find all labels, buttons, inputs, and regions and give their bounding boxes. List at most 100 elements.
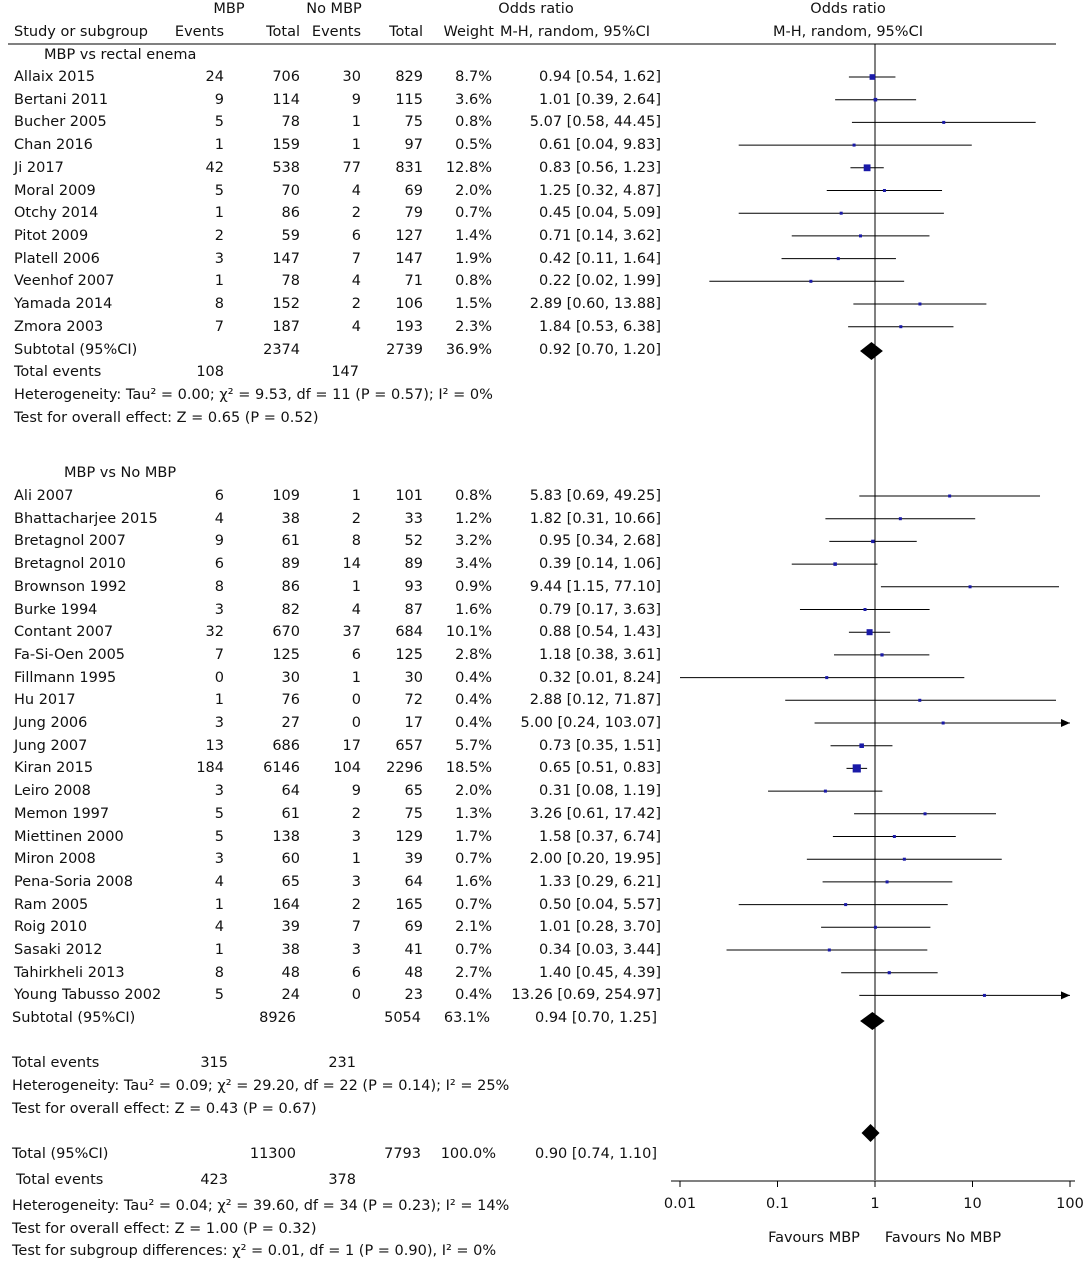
events-mbp: 24 bbox=[205, 69, 224, 85]
or-ci-value: 1.40 [0.45, 4.39] bbox=[539, 964, 661, 981]
study-marker bbox=[918, 698, 922, 702]
weight-value: 2.7% bbox=[455, 964, 492, 981]
total-nombp: 115 bbox=[395, 91, 423, 108]
events-nombp: 7 bbox=[351, 250, 361, 267]
events-nombp: 30 bbox=[342, 69, 361, 85]
header-or-right: Odds ratio bbox=[810, 1, 886, 17]
header-method-right: M-H, random, 95%CI bbox=[773, 24, 923, 40]
events-mbp: 7 bbox=[214, 318, 224, 335]
or-ci-value: 1.01 [0.28, 3.70] bbox=[539, 919, 661, 936]
study-marker bbox=[918, 302, 922, 306]
subtotal-ci: 0.94 [0.70, 1.25] bbox=[535, 1010, 657, 1026]
subgroup-title: MBP vs rectal enema bbox=[44, 47, 197, 63]
total-nombp: 89 bbox=[404, 556, 423, 573]
total-mbp: 125 bbox=[272, 646, 300, 663]
subtotal-total-mbp: 2374 bbox=[263, 342, 300, 358]
weight-value: 1.9% bbox=[455, 250, 492, 267]
or-ci-value: 3.26 [0.61, 17.42] bbox=[529, 805, 661, 822]
events-mbp: 3 bbox=[214, 783, 224, 800]
total-nombp: 97 bbox=[404, 137, 423, 154]
total-nombp: 69 bbox=[404, 182, 423, 199]
or-ci-value: 0.65 [0.51, 0.83] bbox=[539, 760, 661, 777]
overall-total-mbp: 11300 bbox=[249, 1146, 296, 1162]
or-ci-value: 2.00 [0.20, 19.95] bbox=[529, 851, 661, 868]
total-mbp: 60 bbox=[281, 851, 300, 868]
total-mbp: 27 bbox=[281, 715, 300, 731]
or-ci-value: 1.84 [0.53, 6.38] bbox=[539, 318, 661, 335]
total-mbp: 159 bbox=[272, 137, 300, 154]
events-mbp: 13 bbox=[205, 737, 224, 754]
weight-value: 1.6% bbox=[455, 873, 492, 890]
study-marker bbox=[882, 189, 886, 192]
events-mbp: 0 bbox=[214, 669, 224, 686]
events-nombp: 77 bbox=[342, 159, 361, 176]
total-events-nombp: 147 bbox=[331, 364, 359, 380]
study-marker bbox=[887, 971, 891, 975]
subgroup-difference-test: Test for subgroup differences: χ² = 0.01… bbox=[12, 1243, 497, 1259]
subtotal-diamond bbox=[860, 342, 883, 360]
weight-value: 10.1% bbox=[445, 624, 492, 641]
weight-value: 0.4% bbox=[455, 987, 492, 1004]
study-name: Bucher 2005 bbox=[14, 114, 107, 131]
study-marker bbox=[923, 812, 927, 816]
study-marker bbox=[852, 764, 861, 773]
events-mbp: 5 bbox=[214, 805, 224, 822]
weight-value: 1.2% bbox=[455, 510, 492, 527]
total-nombp: 147 bbox=[395, 250, 423, 267]
total-nombp: 2296 bbox=[386, 760, 423, 777]
weight-value: 1.5% bbox=[455, 296, 492, 312]
or-ci-value: 9.44 [1.15, 77.10] bbox=[529, 578, 661, 595]
events-nombp: 1 bbox=[351, 578, 361, 595]
total-mbp: 152 bbox=[272, 296, 300, 312]
header-events2: Events bbox=[311, 24, 361, 40]
or-ci-value: 0.45 [0.04, 5.09] bbox=[539, 205, 661, 222]
events-mbp: 9 bbox=[214, 533, 224, 550]
or-ci-value: 5.83 [0.69, 49.25] bbox=[529, 488, 661, 504]
total-mbp: 538 bbox=[272, 159, 300, 176]
study-name: Memon 1997 bbox=[14, 805, 110, 822]
events-mbp: 8 bbox=[214, 578, 224, 595]
study-name: Jung 2006 bbox=[14, 715, 88, 731]
study-marker bbox=[941, 721, 945, 725]
total-mbp: 59 bbox=[281, 227, 300, 244]
events-mbp: 8 bbox=[214, 964, 224, 981]
total-mbp: 86 bbox=[281, 205, 300, 222]
events-nombp: 6 bbox=[351, 227, 361, 244]
study-marker bbox=[863, 164, 871, 172]
events-mbp: 3 bbox=[214, 601, 224, 618]
subtotal-label: Subtotal (95%CI) bbox=[12, 1010, 136, 1026]
study-name: Ji 2017 bbox=[14, 159, 64, 176]
events-nombp: 1 bbox=[351, 137, 361, 154]
weight-value: 1.6% bbox=[455, 601, 492, 618]
heterogeneity-text: Heterogeneity: Tau² = 0.00; χ² = 9.53, d… bbox=[14, 387, 493, 403]
or-ci-value: 0.73 [0.35, 1.51] bbox=[539, 737, 661, 754]
study-marker bbox=[871, 539, 875, 544]
events-nombp: 0 bbox=[351, 692, 361, 709]
study-name: Sasaki 2012 bbox=[14, 942, 103, 958]
ci-arrow bbox=[1061, 719, 1070, 727]
header-group-nombp: No MBP bbox=[306, 1, 362, 17]
x-tick-label: 0.01 bbox=[663, 1196, 697, 1212]
total-mbp: 24 bbox=[281, 987, 300, 1004]
total-nombp: 75 bbox=[404, 805, 423, 822]
study-name: Zmora 2003 bbox=[14, 318, 104, 335]
study-name: Hu 2017 bbox=[14, 692, 76, 709]
study-marker bbox=[823, 789, 827, 793]
subtotal-weight: 63.1% bbox=[443, 1010, 490, 1026]
total-mbp: 686 bbox=[272, 737, 300, 754]
total-mbp: 78 bbox=[281, 114, 300, 131]
events-nombp: 3 bbox=[351, 873, 361, 890]
total-nombp: 69 bbox=[404, 919, 423, 936]
study-name: Leiro 2008 bbox=[14, 783, 91, 800]
total-nombp: 165 bbox=[395, 896, 423, 913]
favours-left-label: Favours MBP bbox=[768, 1230, 860, 1246]
or-ci-value: 2.89 [0.60, 13.88] bbox=[529, 296, 661, 312]
or-ci-value: 1.82 [0.31, 10.66] bbox=[529, 510, 661, 527]
study-marker bbox=[858, 234, 862, 238]
or-ci-value: 1.33 [0.29, 6.21] bbox=[539, 873, 661, 890]
events-nombp: 4 bbox=[351, 273, 361, 290]
study-name: Jung 2007 bbox=[14, 737, 88, 754]
events-nombp: 2 bbox=[351, 896, 361, 913]
events-mbp: 4 bbox=[214, 873, 224, 890]
